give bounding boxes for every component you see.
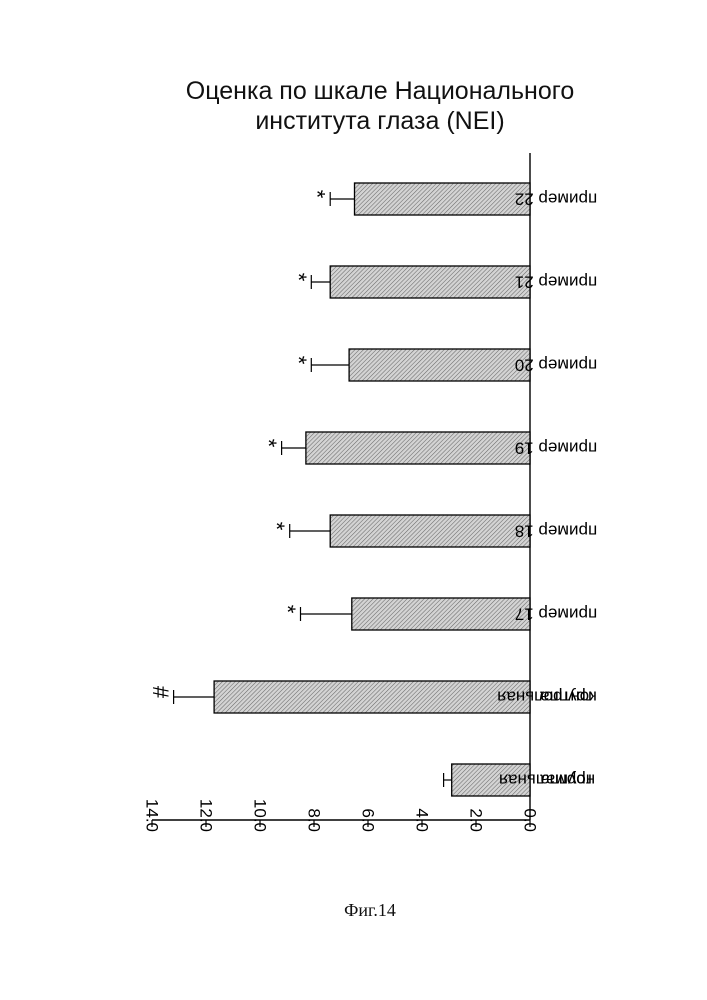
bar [330,515,530,547]
bar [214,681,530,713]
value-axis-tick-label: 2.0 [467,808,486,832]
value-axis-tick-label: 6.0 [359,808,378,832]
significance-marker: * [264,522,289,531]
bar [306,432,530,464]
significance-marker: * [256,439,281,448]
category-label: пример 19 [515,439,597,458]
bar [355,183,531,215]
significance-marker: * [275,605,300,614]
category-label: группа [540,688,592,707]
value-axis-tick-label: 10.0 [251,799,270,832]
bar [330,266,530,298]
significance-marker: * [286,356,311,365]
value-axis-tick-label: 12.0 [197,799,216,832]
figure-caption: Фиг.14 [300,900,440,921]
category-label: пример 17 [515,605,597,624]
bar [352,598,530,630]
value-axis-tick-label: 14.0 [143,799,162,832]
significance-marker: # [148,686,173,699]
significance-marker: * [286,273,311,282]
bar [349,349,530,381]
category-label: группа [540,771,592,790]
category-label: пример 20 [515,356,597,375]
category-label: пример 18 [515,522,597,541]
significance-marker: * [305,190,330,199]
value-axis-tick-label: 8.0 [305,808,324,832]
category-label: пример 21 [515,273,597,292]
value-axis-tick-label: 4.0 [413,808,432,832]
category-label: пример 22 [515,190,597,209]
